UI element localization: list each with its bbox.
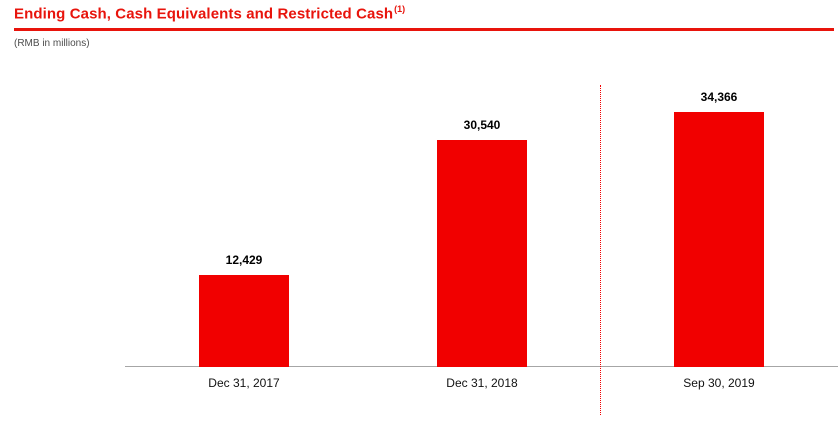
footnote-marker: (1) — [394, 4, 406, 14]
period-divider-line — [600, 85, 601, 415]
units-label: (RMB in millions) — [14, 38, 90, 50]
x-axis-labels: Dec 31, 2017 Dec 31, 2018 Sep 30, 2019 — [125, 376, 838, 396]
bar — [674, 112, 764, 367]
plot-area: 12,429 30,540 34,366 — [125, 85, 838, 415]
chart-header: Ending Cash, Cash Equivalents and Restri… — [14, 4, 838, 49]
title-row: Ending Cash, Cash Equivalents and Restri… — [14, 4, 838, 23]
bar — [199, 275, 289, 367]
x-axis-label: Dec 31, 2018 — [446, 376, 518, 390]
bar-value-label: 30,540 — [463, 118, 501, 132]
bar-value-label: 34,366 — [700, 90, 738, 104]
x-axis-label: Sep 30, 2019 — [683, 376, 755, 390]
title-underline — [14, 28, 834, 32]
x-axis-label: Dec 31, 2017 — [208, 376, 280, 390]
chart-title: Ending Cash, Cash Equivalents and Restri… — [14, 5, 394, 23]
bar-value-label: 12,429 — [225, 253, 263, 267]
bar — [437, 140, 527, 367]
